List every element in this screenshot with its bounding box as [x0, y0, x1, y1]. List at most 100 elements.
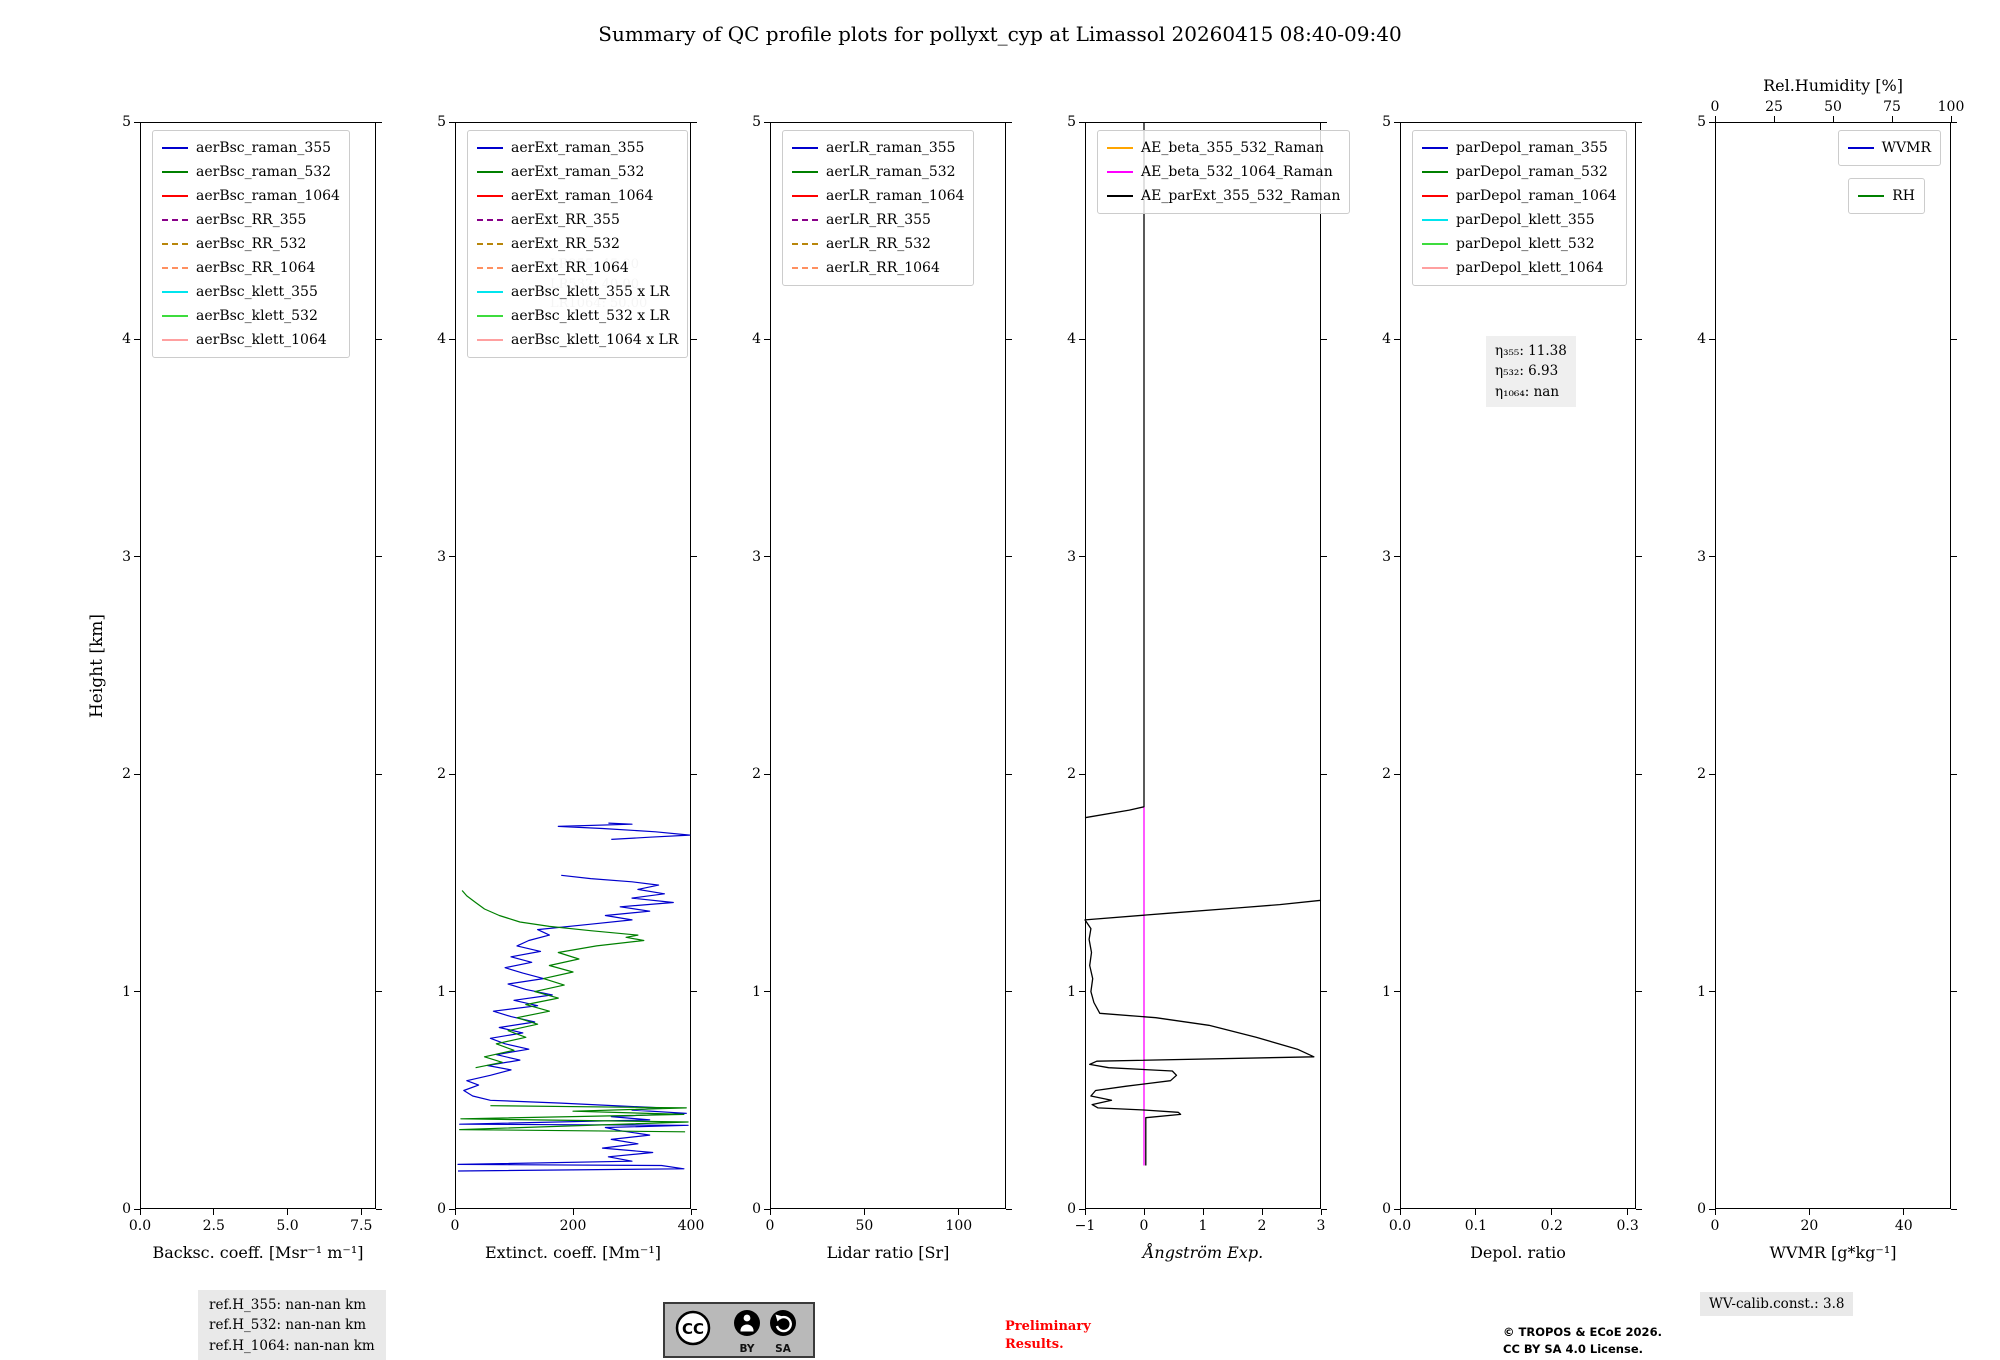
y-tick-label: 0 [1382, 1201, 1391, 1217]
y-axis-label: Height [km] [87, 613, 107, 719]
legend: parDepol_raman_355 parDepol_raman_532 parD… [1412, 130, 1627, 286]
x-tick [139, 1209, 141, 1215]
y-tick-label: 3 [752, 548, 761, 565]
series-aerExt_raman_532 [459, 890, 689, 1133]
y-tick-label: 4 [752, 331, 761, 348]
legend-entry: aerBsc_raman_532 [162, 160, 340, 184]
y-tick-label: 5 [1382, 114, 1391, 130]
legend-line-sample-icon [477, 219, 503, 221]
x-tick [1551, 1209, 1553, 1215]
legend-label: aerBsc_RR_1064 [196, 260, 316, 276]
y-tick-right [1006, 121, 1012, 123]
y-tick [1709, 991, 1715, 993]
y-tick-label: 3 [1067, 548, 1076, 565]
y-tick-right [691, 1208, 697, 1210]
y-tick-right [376, 556, 382, 558]
y-tick-right [1321, 338, 1327, 340]
plot-canvas [1084, 122, 1322, 1166]
y-tick-right [376, 121, 382, 123]
legend-line-sample-icon [1858, 195, 1885, 197]
y-tick [449, 1208, 455, 1210]
y-tick [764, 991, 770, 993]
plot-canvas [457, 822, 691, 1172]
y-tick-right [376, 1208, 382, 1210]
y-tick-right [691, 121, 697, 123]
x-tick [1714, 1209, 1716, 1215]
legend-line-sample-icon [792, 171, 818, 173]
y-tick [1394, 991, 1400, 993]
legend-line-sample-icon [1422, 171, 1448, 173]
wv-calibration-annotation: WV-calib.const.: 3.8 [1700, 1292, 1854, 1316]
legend-label: aerBsc_raman_355 [196, 140, 332, 156]
x-tick [690, 1209, 692, 1215]
subplot-angstroem: −1 0 1 2 3 0 1 2 3 4 5 Ångström Exp. AE_beta_355_532… [1067, 114, 1351, 1262]
legend-entry: aerBsc_raman_1064 [162, 184, 340, 208]
x-tick-label: 3 [1316, 1218, 1326, 1234]
y-tick-label: 5 [752, 114, 761, 130]
copyright-note: © TROPOS & ECoE 2026. CC BY SA 4.0 Licen… [1503, 1324, 1662, 1357]
y-tick-label: 3 [1382, 548, 1391, 565]
y-tick [764, 121, 770, 123]
y-tick-right [1951, 556, 1957, 558]
y-tick [764, 338, 770, 340]
legend-line-sample-icon [162, 147, 188, 149]
legend-entry: RH [1858, 184, 1915, 208]
sa-arrow-head [775, 1314, 783, 1322]
legend-label: aerBsc_RR_355 [196, 212, 307, 228]
y-tick-label: 0 [752, 1201, 761, 1217]
x-tick [287, 1209, 288, 1215]
x-tick [1399, 1209, 1401, 1215]
y-tick [134, 1208, 140, 1210]
y-tick-right [1636, 773, 1642, 775]
legend-line-sample-icon [1422, 147, 1448, 149]
y-tick-right [691, 556, 697, 558]
legend-line-sample-icon [792, 195, 818, 197]
x-tick [958, 1209, 960, 1215]
x-tick-label: −1 [1074, 1218, 1096, 1234]
y-tick [1079, 121, 1085, 123]
preliminary-line-2: Results. [1005, 1336, 1064, 1352]
y-tick-right [1321, 773, 1327, 775]
x-tick-label: 100 [945, 1218, 973, 1234]
top-tick-label: 75 [1883, 99, 1901, 115]
x-tick-label: 0 [1710, 1218, 1720, 1234]
y-tick-label: 4 [1382, 331, 1391, 348]
y-tick-label: 2 [122, 766, 131, 783]
x-tick-label: 0.2 [1540, 1218, 1563, 1234]
y-tick [1394, 773, 1400, 775]
y-tick [134, 773, 140, 775]
y-tick-right [1321, 121, 1327, 123]
y-tick-right [1636, 556, 1642, 558]
y-tick-right [376, 773, 382, 775]
legend-line-sample-icon [477, 243, 503, 245]
subplot-depol-ratio: 0.0 0.1 0.2 0.3 0 1 2 3 4 5 Depol. ratio parDepol_r… [1382, 114, 1642, 1262]
legend-label: aerBsc_klett_1064 [196, 332, 327, 348]
y-tick-right [1951, 991, 1957, 993]
x-tick-label: 0 [1139, 1218, 1149, 1234]
legend-label: aerExt_RR_355 [511, 212, 620, 228]
legend-label: parDepol_raman_355 [1456, 140, 1608, 156]
sa-text: SA [775, 1343, 792, 1355]
y-tick-label: 4 [122, 331, 131, 348]
axes-frame [455, 122, 691, 1209]
x-tick-label: 400 [677, 1218, 705, 1234]
y-tick [1079, 1208, 1085, 1210]
y-tick-right [1951, 121, 1957, 123]
y-tick-right [691, 773, 697, 775]
legend-label: aerExt_raman_532 [511, 164, 645, 180]
x-tick [1627, 1209, 1629, 1215]
x-axis-label: Extinct. coeff. [Mm⁻¹] [484, 1243, 662, 1262]
y-tick [134, 991, 140, 993]
subplot-wvmr: 0 20 40 0 1 2 3 4 5 0 25 50 75 100 Rel.Humidity [%] WVM… [1697, 76, 1964, 1262]
y-tick-label: 2 [1382, 766, 1391, 783]
legend-entry: aerBsc_klett_1064 [162, 328, 340, 352]
y-tick-label: 3 [122, 548, 131, 565]
y-tick-label: 4 [1067, 331, 1076, 348]
y-tick-label: 5 [437, 114, 446, 130]
legend-line-sample-icon [162, 291, 188, 293]
y-tick [764, 556, 770, 558]
legend-entry: WVMR [1847, 136, 1931, 160]
legend-line-sample-icon [792, 267, 818, 269]
legend-label: aerExt_RR_532 [511, 236, 620, 252]
legend-entry: aerLR_raman_532 [792, 160, 964, 184]
